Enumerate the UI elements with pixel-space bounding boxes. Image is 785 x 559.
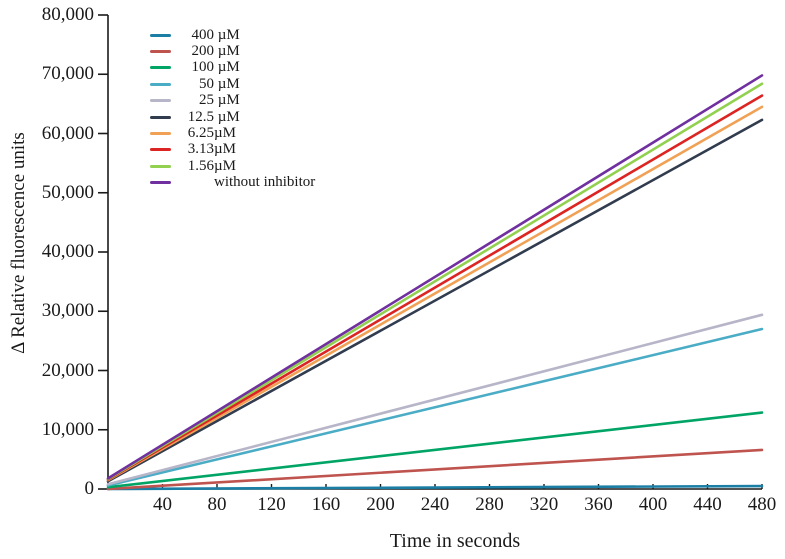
legend-label-unit: µM xyxy=(214,125,236,142)
legend-label-value: 400 xyxy=(191,26,215,43)
series-line-6.25µM xyxy=(106,105,764,482)
legend-item: 12.5 µM xyxy=(150,109,315,125)
series-line-100-µM xyxy=(106,411,764,489)
series-line-400-µM xyxy=(106,484,764,491)
legend-label-value: 6.25 xyxy=(187,125,214,142)
legend-line-swatch xyxy=(150,82,171,86)
series-line-3.13µM xyxy=(106,94,764,481)
legend-line-swatch xyxy=(150,33,171,37)
x-tick-label: 440 xyxy=(693,494,722,515)
legend-item: 200 µM xyxy=(150,43,315,59)
legend-line-swatch xyxy=(150,115,171,119)
y-tick-label: 50,000 xyxy=(41,181,94,203)
x-tick-label: 480 xyxy=(747,494,777,515)
legend-line-swatch xyxy=(150,148,171,152)
legend-line-swatch xyxy=(150,164,171,168)
x-axis-title: Time in seconds xyxy=(389,530,521,552)
legend-item: 50 µM xyxy=(150,76,315,92)
series-line-12.5-µM xyxy=(106,118,764,483)
x-tick-label: 80 xyxy=(207,494,227,515)
y-tick-label: 70,000 xyxy=(41,63,94,85)
legend-item: 3.13 µM xyxy=(150,141,315,158)
legend-label-unit: µM xyxy=(214,26,240,43)
y-tick-label: 40,000 xyxy=(41,241,94,262)
legend-label-value: 100 xyxy=(191,59,215,76)
x-tick-label: 120 xyxy=(257,494,286,515)
legend-item: without inhibitor xyxy=(150,174,316,191)
x-tick-label: 40 xyxy=(153,494,172,515)
y-tick-label: 60,000 xyxy=(41,122,94,144)
y-axis-title: Δ Relative fluorescence units xyxy=(8,132,29,354)
legend-line-swatch xyxy=(150,181,171,185)
legend-label-unit: µM xyxy=(214,75,240,92)
legend-label-value: 200 xyxy=(191,43,215,60)
y-tick-label: 10,000 xyxy=(41,418,94,440)
x-tick-label: 240 xyxy=(420,494,450,515)
x-tick-label: 280 xyxy=(475,494,504,515)
legend-item: 25 µM xyxy=(150,92,315,109)
legend-line-swatch xyxy=(150,50,171,54)
legend-label-unit: µM xyxy=(214,59,240,76)
series-line-25-µM xyxy=(106,313,764,486)
y-tick-label: 20,000 xyxy=(41,359,94,381)
legend-label-value: 1.56 xyxy=(187,157,214,174)
x-tick-label: 320 xyxy=(529,494,559,515)
series-line-50-µM xyxy=(106,327,764,487)
x-tick-label: 360 xyxy=(584,494,613,515)
y-tick-label: 80,000 xyxy=(41,4,94,25)
series-line-1.56µM xyxy=(106,82,764,481)
legend-label-unit: µM xyxy=(214,157,236,174)
legend-item: 100 µM xyxy=(150,59,315,76)
legend-line-swatch xyxy=(150,99,171,103)
legend-item: 1.56 µM xyxy=(150,158,315,174)
legend-label-unit: µM xyxy=(214,92,240,109)
legend-label-value: 50 xyxy=(199,75,214,92)
series-line-200-µM xyxy=(106,448,764,491)
legend-label-unit: without inhibitor xyxy=(214,174,316,191)
legend-label-value: 25 xyxy=(199,92,214,109)
legend-label-unit: µM xyxy=(214,43,240,60)
legend-item: 400 µM xyxy=(150,27,315,43)
legend-label-unit: µM xyxy=(214,141,236,158)
legend-line-swatch xyxy=(150,66,171,70)
x-tick-label: 200 xyxy=(366,494,395,515)
y-tick-label: 30,000 xyxy=(41,300,94,322)
y-tick-label: 0 xyxy=(84,478,95,499)
series-line-without-inhibitor xyxy=(106,74,764,480)
x-tick-label: 160 xyxy=(311,494,341,515)
legend-label-unit: µM xyxy=(214,108,240,125)
legend-line-swatch xyxy=(150,132,171,136)
chart-legend: 400 µM 200 µM 100 µM 50 µM 25 µM 12.5 µM 6.25 µ… xyxy=(150,27,315,191)
legend-label-value: 3.13 xyxy=(187,141,214,158)
legend-item: 6.25 µM xyxy=(150,125,315,141)
x-tick-label: 400 xyxy=(638,494,668,515)
legend-label-value: 12.5 xyxy=(187,108,214,125)
